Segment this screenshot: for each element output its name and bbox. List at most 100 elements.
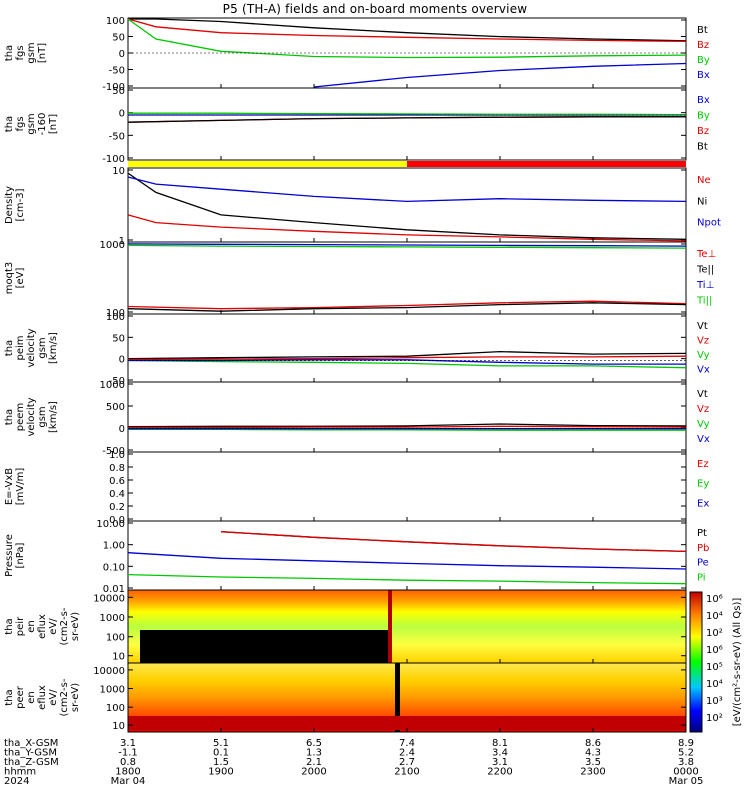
footer-value: -1.1 <box>118 748 138 759</box>
series-fgs-gsm-160 <box>127 116 686 123</box>
colorbar-tick-label: 10⁴ <box>706 611 723 622</box>
legend-temperature: Ti|| <box>696 296 712 307</box>
y-tick-label: 1000 <box>100 685 125 696</box>
series-pressure <box>220 531 687 553</box>
spectrogram-low-energy-band <box>128 716 686 730</box>
legend-density: Ni <box>697 196 707 207</box>
y-axis-label: velocity <box>26 328 37 367</box>
y-axis-label: eflux <box>37 685 48 710</box>
spectrogram-low-count-region <box>140 630 388 663</box>
legend-temperature: Ti⊥ <box>696 280 714 291</box>
y-axis-label: (cm2-s- <box>59 678 70 716</box>
y-axis-label: peir <box>15 616 26 636</box>
footer-row-label: 2024 <box>4 776 29 787</box>
y-axis-label: E=-VxB <box>4 468 15 505</box>
y-axis-label: tha <box>4 116 15 132</box>
series-temperature <box>127 243 687 247</box>
mode-bar-segment <box>407 161 686 167</box>
series-pressure <box>220 531 687 553</box>
y-tick-label: -50 <box>109 131 125 142</box>
y-axis-label: [eV] <box>15 268 26 289</box>
footer-value: 4.3 <box>585 748 601 759</box>
y-tick-label: -50 <box>109 376 125 387</box>
y-tick-label: 50 <box>112 33 125 44</box>
series-fgs-gsm <box>128 18 687 42</box>
chart-title: P5 (TH-A) fields and on-board moments ov… <box>222 2 528 16</box>
y-axis-label: moqt3 <box>4 262 15 295</box>
y-tick-label: 100 <box>106 312 125 323</box>
footer-value: 1900 <box>208 767 233 778</box>
y-axis-label: Density <box>4 186 15 224</box>
footer-value: 2300 <box>580 767 605 778</box>
legend-peem-velocity: Vx <box>697 434 710 445</box>
panel-pressure: 10.00 1.00 0.10 0.01 Pressure [nPa] Pt Pb Pe Pi <box>4 519 709 595</box>
colorbar-tick-label: 10⁶ <box>706 645 723 656</box>
panel-temperature: 1000 100 moqt3 [eV] Te⊥ Te|| Ti⊥ Ti|| <box>4 240 716 319</box>
colorbar-tick-label: 10⁵ <box>706 662 723 673</box>
y-axis-label: eV/ <box>48 689 59 706</box>
y-axis-label: velocity <box>26 397 37 436</box>
y-tick-label: 100 <box>106 308 125 319</box>
y-tick-label: 10000 <box>93 593 125 604</box>
y-axis-label: peim <box>15 335 26 360</box>
legend-peim-velocity: Vy <box>697 350 710 361</box>
y-tick-label: 1000 <box>100 380 125 391</box>
legend-pressure: Pb <box>697 543 709 554</box>
series-peem-velocity <box>128 425 687 429</box>
y-axis-label: tha <box>4 409 15 425</box>
colorbar-tick-label: 10⁶ <box>706 594 723 605</box>
series-pressure <box>127 573 687 585</box>
series-temperature <box>127 302 687 312</box>
y-tick-label: 0.01 <box>103 584 125 595</box>
footer-value: 7.4 <box>399 738 415 749</box>
colorbar-label: [eV/(cm²-s-sr-eV) (All Qs)] <box>732 598 743 727</box>
panel-peer: 10000 1000 100 10 tha peer en eflux eV/(cm2-s-sr… <box>4 662 687 733</box>
footer-value: 2100 <box>394 767 419 778</box>
y-axis-label: [nT] <box>48 114 59 134</box>
y-tick-label: 100 <box>106 16 125 27</box>
y-tick-label: 1000 <box>100 240 125 251</box>
y-axis-label: [km/s] <box>48 332 59 364</box>
y-axis-label: en <box>26 691 37 704</box>
footer-value: 0000 <box>673 767 698 778</box>
legend-pressure: Pe <box>697 558 709 569</box>
y-tick-label: 0.4 <box>109 489 125 500</box>
legend-efield: Ey <box>697 479 709 490</box>
y-tick-label: 10 <box>112 166 125 177</box>
footer-value: 0.8 <box>120 757 136 768</box>
legend-peem-velocity: Vt <box>697 389 708 400</box>
mode-bar-segment <box>128 161 407 167</box>
footer-value: Mar 04 <box>111 776 146 787</box>
y-axis-label: [cm-3] <box>15 188 26 221</box>
legend-density: Ne <box>697 175 711 186</box>
y-axis-label: tha <box>4 689 15 705</box>
colorbar-tick-label: 10² <box>706 713 723 724</box>
footer-value: 3.5 <box>585 757 601 768</box>
y-axis-label: gsm <box>37 406 48 427</box>
colorbar-tick-label: 10⁴ <box>706 679 723 690</box>
footer-row-label: hhmm <box>4 767 36 778</box>
panel-efield: 1.0 0.8 0.6 0.4 0.2 0.0 E=-VxB [mV/m] Ez Ey Ex <box>4 450 709 526</box>
legend-peim-velocity: Vz <box>697 336 709 347</box>
y-axis-label: [km/s] <box>48 401 59 433</box>
y-axis-label: gsm <box>37 337 48 358</box>
footer-value: 8.6 <box>585 738 601 749</box>
footer-value: 8.9 <box>678 738 694 749</box>
series-fgs-gsm-160 <box>128 112 687 116</box>
footer-value: 0.1 <box>213 748 229 759</box>
colorbar-tick-label: 10² <box>706 628 723 639</box>
y-tick-label: -100 <box>102 154 125 165</box>
y-tick-label: 0.2 <box>109 502 125 513</box>
y-axis-label: (cm2-s- <box>59 607 70 645</box>
y-tick-label: -100 <box>102 82 125 93</box>
legend-fgs-gsm-160: By <box>697 111 710 122</box>
y-axis-label: fgs <box>15 45 26 60</box>
legend-peem-velocity: Vy <box>697 419 710 430</box>
series-density <box>127 214 687 242</box>
y-axis-label: peer <box>15 685 26 709</box>
legend-temperature: Te|| <box>696 265 714 276</box>
legend-fgs-gsm: Bt <box>697 25 708 36</box>
footer-value: 3.1 <box>120 738 136 749</box>
y-tick-label: 1.00 <box>103 541 125 552</box>
y-axis-label: -160 <box>37 113 48 136</box>
